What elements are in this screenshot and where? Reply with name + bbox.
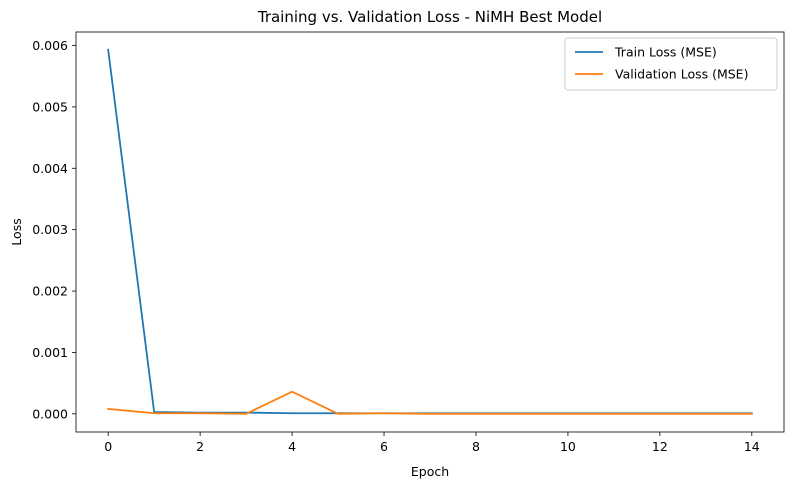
y-tick-label: 0.000 [32, 406, 68, 421]
x-axis-label: Epoch [411, 464, 449, 479]
y-axis-ticks: 0.000 0.001 0.002 0.003 0.004 0.005 0.006 [32, 38, 76, 421]
chart-title: Training vs. Validation Loss - NiMH Best… [257, 8, 602, 26]
y-tick-label: 0.001 [32, 345, 68, 360]
plot-area [76, 32, 784, 432]
x-tick-label: 8 [472, 439, 480, 454]
x-tick-label: 10 [560, 439, 576, 454]
series-lines [107, 48, 753, 415]
legend-label-validation: Validation Loss (MSE) [615, 67, 748, 82]
legend-label-train: Train Loss (MSE) [614, 45, 717, 60]
x-axis-ticks: 0 2 4 6 8 10 12 14 [104, 432, 760, 454]
y-tick-label: 0.002 [32, 284, 68, 299]
legend: Train Loss (MSE) Validation Loss (MSE) [564, 37, 778, 91]
validation-loss-line [107, 390, 753, 415]
y-tick-label: 0.005 [32, 99, 68, 114]
x-tick-label: 6 [380, 439, 388, 454]
y-tick-label: 0.003 [32, 222, 68, 237]
x-tick-label: 4 [288, 439, 296, 454]
y-tick-label: 0.006 [32, 38, 68, 53]
legend-box [564, 37, 778, 91]
y-axis-label: Loss [9, 218, 24, 245]
x-tick-label: 0 [104, 439, 112, 454]
x-tick-label: 14 [744, 439, 760, 454]
x-tick-label: 2 [196, 439, 204, 454]
plot-frame [75, 31, 785, 433]
y-tick-label: 0.004 [32, 161, 68, 176]
x-tick-label: 12 [652, 439, 668, 454]
